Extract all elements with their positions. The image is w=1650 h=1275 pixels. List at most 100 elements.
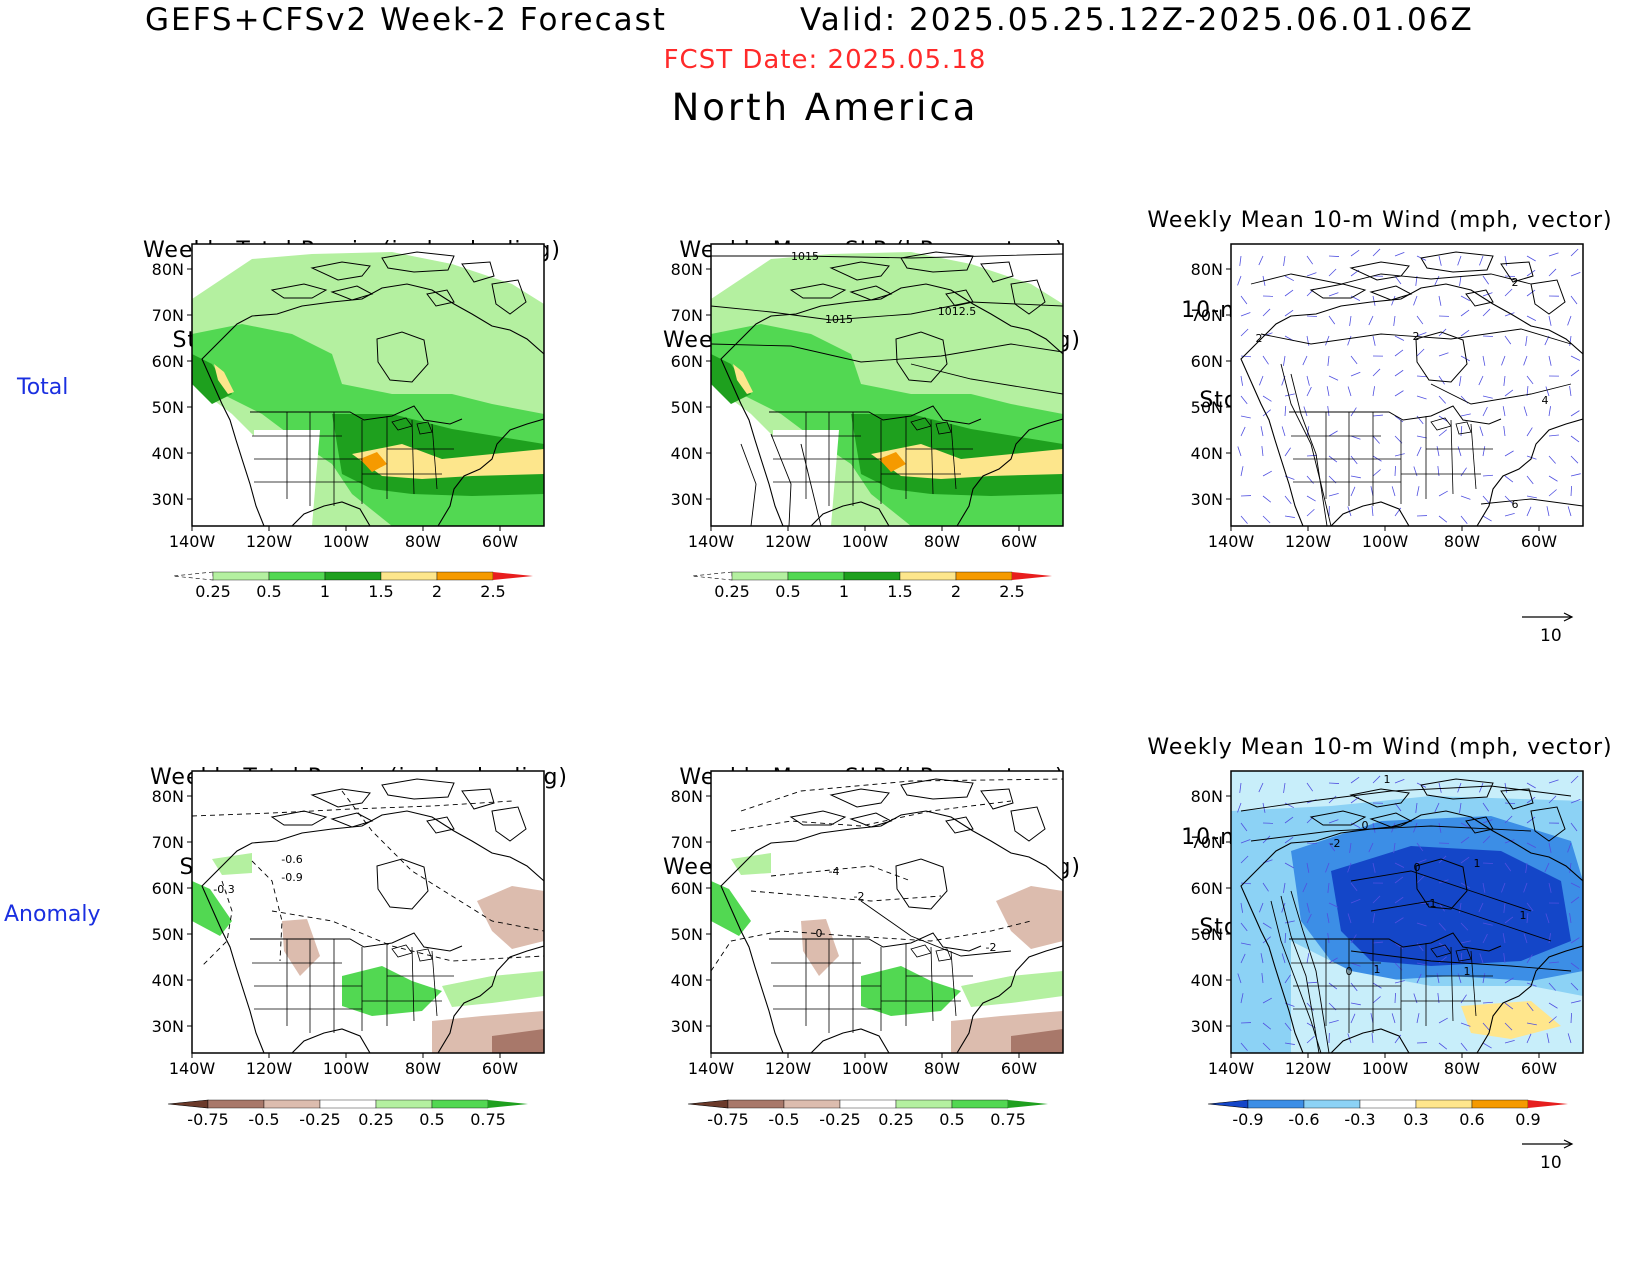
wind-vector	[1482, 882, 1486, 893]
wind-vector	[1438, 490, 1448, 497]
wind-vector	[1460, 425, 1463, 437]
colorbar-end-left	[687, 1099, 729, 1109]
figure-title: GEFS+CFSv2 Week-2 Forecast	[145, 2, 667, 38]
wind-vector	[1460, 856, 1470, 864]
wind-vector	[1438, 375, 1445, 385]
arctic-island	[980, 261, 1014, 283]
contour-label: -2	[986, 941, 997, 954]
wind-vector	[1350, 486, 1356, 497]
colorbar-label: 1.5	[887, 582, 912, 601]
contour-label: 0	[1414, 861, 1421, 874]
wind-vector	[1548, 842, 1552, 853]
wind-vector	[1482, 474, 1494, 477]
us-canada-border	[1289, 932, 1502, 952]
contour-label: 2	[1512, 276, 1519, 289]
colorbar-end-left	[691, 571, 733, 581]
arctic-island	[461, 261, 495, 283]
wind-vector	[1328, 430, 1338, 437]
anom-dry-gulf-strong	[492, 1029, 544, 1053]
wind-vector	[1502, 933, 1506, 944]
storm-shade-positive	[1461, 1001, 1561, 1039]
colorbar-label: -0.75	[707, 1110, 748, 1129]
wind-vector	[1347, 913, 1352, 924]
arctic-island	[310, 788, 371, 808]
lon-tick-label: 100W	[1362, 532, 1409, 551]
state-border	[930, 946, 934, 1022]
wind-vector	[1438, 352, 1449, 357]
wind-vector	[1526, 782, 1536, 789]
wind-vector	[1372, 913, 1376, 924]
contour-line	[201, 880, 233, 967]
wind-vector	[1394, 992, 1396, 1004]
contour-label: -0.6	[281, 853, 302, 866]
wind-vector	[1438, 295, 1442, 306]
arctic-island	[426, 816, 455, 834]
colorbar-label: -0.25	[299, 1110, 340, 1129]
contour-label: 0	[1362, 819, 1369, 832]
colorbar-segment	[212, 571, 270, 581]
wind-vector	[1457, 446, 1462, 457]
contour-label: 1	[1474, 857, 1481, 870]
wind-vector	[1502, 406, 1506, 417]
wind-vector	[1570, 882, 1581, 888]
arctic-island	[849, 285, 893, 301]
wind-vector	[1371, 1033, 1374, 1044]
contour-line	[800, 443, 822, 526]
contour-line	[1370, 900, 1552, 942]
colorbar-end-left	[167, 1099, 209, 1109]
wind-vector	[1526, 954, 1533, 964]
hudson-bay	[895, 858, 948, 910]
wind-vector	[1372, 775, 1381, 784]
wind-vector	[1328, 292, 1339, 297]
colorbar-segment	[783, 1099, 841, 1109]
hudson-bay	[376, 858, 429, 910]
us-canada-border	[769, 405, 982, 425]
wind-vector	[1347, 862, 1352, 873]
contour-label: 1	[1520, 909, 1527, 922]
arctic-island	[330, 285, 374, 301]
colorbar-end-right	[1012, 572, 1052, 580]
wind-vector	[1457, 255, 1462, 266]
colorbar-label: -0.3	[1344, 1110, 1375, 1129]
wind-vector	[1240, 312, 1251, 317]
wind-vector	[1284, 309, 1294, 317]
lon-tick-label: 80W	[924, 532, 960, 551]
wind-vector	[1284, 1042, 1295, 1045]
wind-vector	[1328, 315, 1336, 325]
wind-vector	[1570, 272, 1581, 277]
wind-vector	[1482, 819, 1493, 824]
contour-line	[1250, 273, 1532, 285]
wind-vector	[1526, 842, 1537, 848]
lon-tick-label: 80W	[924, 1059, 960, 1078]
wind-vector	[1394, 896, 1404, 904]
wind-vector	[1570, 410, 1580, 417]
colorbar-label: -0.5	[768, 1110, 799, 1129]
wind-vector	[1237, 973, 1242, 984]
colorbar-segment	[1359, 1099, 1417, 1109]
wind-vector	[1372, 469, 1381, 477]
wind-vector	[1438, 515, 1448, 523]
colorbar-segment	[380, 571, 438, 581]
colorbar-segment	[263, 1099, 321, 1109]
wind-vector	[1457, 973, 1462, 984]
wind-vector	[1237, 802, 1242, 813]
contour-label: 4	[1542, 394, 1549, 407]
wind-vector	[1240, 1042, 1248, 1051]
contour-label: -4	[829, 865, 840, 878]
valid-period: Valid: 2025.05.25.12Z-2025.06.01.06Z	[800, 2, 1474, 38]
arctic-island	[1500, 261, 1534, 283]
colorbar-segment	[1415, 1099, 1473, 1109]
great-lake	[910, 417, 932, 431]
wind-vector	[1478, 902, 1484, 913]
colorbar-segment	[436, 571, 494, 581]
wind-vector	[1504, 513, 1515, 517]
arctic-island	[1369, 285, 1413, 301]
wind-vector	[1548, 1016, 1557, 1024]
lat-tick-label: 50N	[1191, 398, 1223, 417]
colorbar-label: 0.75	[470, 1110, 506, 1129]
lon-tick-label: 140W	[1208, 532, 1255, 551]
wind-vector	[1394, 980, 1405, 984]
map-frame	[191, 243, 545, 527]
map-content	[192, 244, 544, 526]
wind-vector	[1567, 842, 1572, 853]
